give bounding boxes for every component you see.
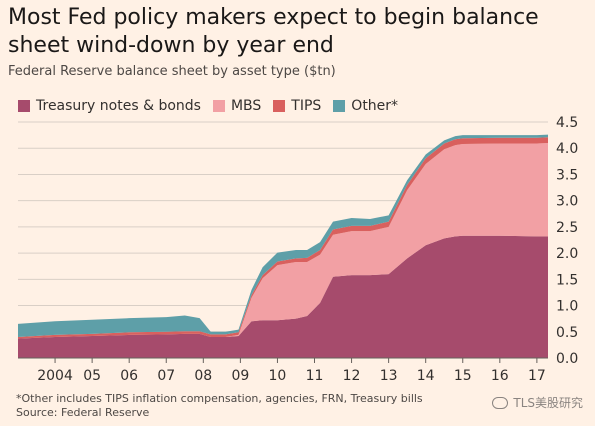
source-note: Source: Federal Reserve <box>16 406 150 419</box>
y-tick-label: 0.0 <box>556 351 578 367</box>
legend-item-treasury: Treasury notes & bonds <box>18 98 201 114</box>
legend-swatch-tips <box>273 100 286 112</box>
x-tick-label: 14 <box>417 368 435 384</box>
legend-item-mbs: MBS <box>212 98 262 114</box>
legend-item-other: Other* <box>333 98 398 114</box>
x-tick-label: 08 <box>194 368 212 384</box>
y-tick-label: 1.0 <box>556 299 578 315</box>
x-tick-label: 16 <box>491 368 509 384</box>
x-tick-label: 07 <box>157 368 175 384</box>
legend-label-treasury: Treasury notes & bonds <box>36 98 201 114</box>
watermark: TLS美股研究 <box>492 394 583 411</box>
chart-plot: 0.0 0.5 1.0 1.5 2.0 2.5 3.0 3.5 4.0 4.5 2004 05 06 07… <box>18 115 578 384</box>
x-tick-label: 06 <box>120 368 138 384</box>
y-tick-label: 2.0 <box>556 246 578 262</box>
x-tick-label: 09 <box>231 368 249 384</box>
y-tick-label: 0.5 <box>556 325 578 341</box>
x-tick-label: 10 <box>269 368 287 384</box>
watermark-text: TLS美股研究 <box>513 396 583 410</box>
y-tick-label: 2.5 <box>556 220 578 236</box>
wechat-icon <box>492 396 509 409</box>
x-tick-label: 12 <box>343 368 361 384</box>
legend-swatch-treasury <box>18 100 30 112</box>
y-tick-label: 4.0 <box>556 141 578 157</box>
y-tick-label: 3.5 <box>556 167 578 183</box>
y-tick-label: 3.0 <box>556 194 578 210</box>
axes: 0.0 0.5 1.0 1.5 2.0 2.5 3.0 3.5 4.0 4.5 2004 05 06 07… <box>18 115 578 384</box>
legend: Treasury notes & bonds MBS TIPS Other* <box>18 97 410 115</box>
legend-label-mbs: MBS <box>230 98 262 114</box>
x-tick-label: 05 <box>83 368 101 384</box>
x-tick-label: 15 <box>454 368 472 384</box>
legend-swatch-other <box>333 100 346 112</box>
y-tick-label: 1.5 <box>556 272 578 288</box>
chart-title: Most Fed policy makers expect to begin b… <box>8 5 539 58</box>
legend-label-tips: TIPS <box>291 98 322 114</box>
legend-item-tips: TIPS <box>273 98 321 114</box>
x-tick-label: 11 <box>306 368 324 384</box>
x-tick-label: 17 <box>528 368 546 384</box>
area-series-treasury <box>18 235 548 358</box>
footnote: *Other includes TIPS inflation compensat… <box>16 392 423 405</box>
area-series-mbs <box>18 142 548 339</box>
chart-subtitle: Federal Reserve balance sheet by asset t… <box>8 64 336 79</box>
stacked-areas <box>18 134 548 358</box>
footnote-block: *Other includes TIPS inflation compensat… <box>16 392 423 420</box>
legend-swatch-mbs <box>212 100 225 112</box>
x-tick-label: 13 <box>380 368 398 384</box>
x-tick-label: 2004 <box>37 368 73 384</box>
y-tick-label: 4.5 <box>556 115 578 131</box>
legend-label-other: Other* <box>351 98 399 114</box>
